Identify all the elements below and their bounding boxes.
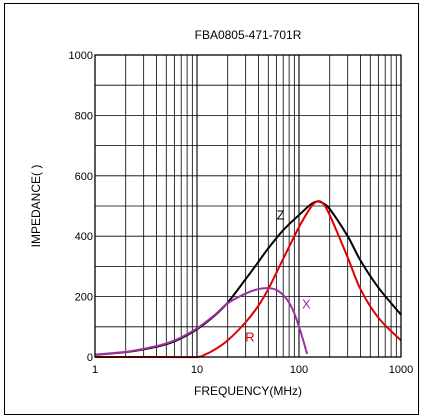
x-tick-label: 1: [92, 364, 98, 376]
chart-border: [4, 3, 419, 415]
x-tick-label: 100: [290, 364, 308, 376]
y-tick-label: 600: [75, 171, 93, 183]
series-line-r: [95, 200, 402, 359]
y-tick-label: 0: [87, 352, 93, 364]
series-lines: [94, 200, 402, 359]
chart-title: FBA0805-471-701R: [195, 28, 302, 42]
y-tick-label: 400: [75, 231, 93, 243]
series-annotations: Z R X: [245, 208, 311, 345]
series-line-x: [94, 287, 309, 356]
grid: [95, 55, 401, 357]
x-tick-label: 1000: [389, 364, 413, 376]
annotation-r: R: [245, 329, 254, 344]
y-axis-label: IMPEDANCE( ): [29, 165, 43, 248]
x-axis-label: FREQUENCY(MHz): [194, 384, 302, 398]
y-tick-label: 800: [75, 110, 93, 122]
annotation-z: Z: [277, 208, 285, 223]
annotation-x: X: [302, 297, 311, 312]
y-tick-label: 200: [75, 292, 93, 304]
x-tick-label: 10: [191, 364, 203, 376]
tick-labels: 1 10 100 1000 0 200 400 600 800 1000: [69, 50, 414, 376]
plot-area-border: [94, 54, 402, 358]
y-tick-label: 1000: [69, 50, 93, 62]
